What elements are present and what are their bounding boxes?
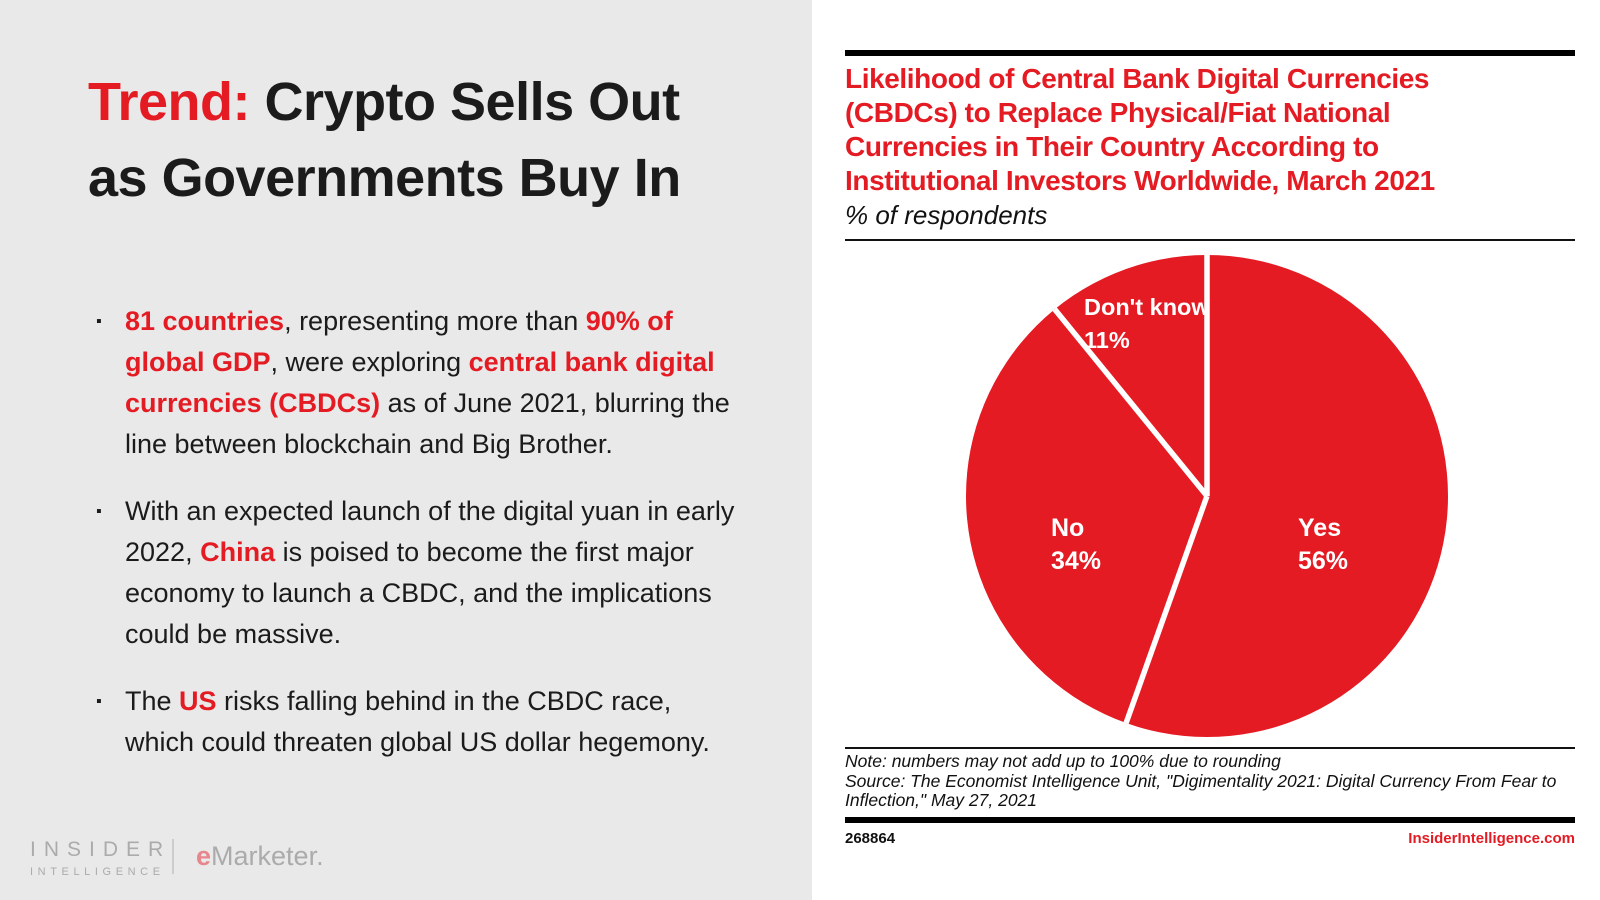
chart-bottom-rule xyxy=(845,817,1575,823)
highlight-text: Trend: xyxy=(88,72,251,132)
plain-text: risks falling behind in the CBDC race, w… xyxy=(125,686,710,757)
slide-title-line: as Governments Buy In xyxy=(88,140,768,216)
plain-text: The xyxy=(125,686,180,716)
bullet-text: The US risks falling behind in the CBDC … xyxy=(125,681,741,763)
plain-text: With an expected launch of the digital y… xyxy=(125,496,735,567)
chart-footer-rule xyxy=(845,747,1575,749)
highlight-text: China xyxy=(200,537,276,567)
chart-note-block: Note: numbers may not add up to 100% due… xyxy=(845,751,1579,811)
chart-top-rule xyxy=(845,50,1575,56)
highlight-text: 90% of global GDP xyxy=(125,306,673,377)
plain-text: Crypto Sells Out xyxy=(250,72,681,132)
pie-chart: Yes 56% No 34% Don't know 11% xyxy=(966,255,1448,737)
plain-text: as Governments Buy In xyxy=(88,148,681,208)
emarketer-text: Marketer. xyxy=(211,841,324,871)
plain-text: as of June 2021, blurring the line betwe… xyxy=(125,388,730,459)
chart-title: Likelihood of Central Bank Digital Curre… xyxy=(845,63,1435,196)
bullet-text: With an expected launch of the digital y… xyxy=(125,491,741,655)
highlight-text: 81 countries xyxy=(125,306,285,336)
logo-line-insider: INSIDER xyxy=(30,838,172,861)
chart-subtitle: % of respondents xyxy=(845,200,1048,230)
bullet-item: ▪ The US risks falling behind in the CBDC… xyxy=(96,681,748,763)
pie-slice-divider xyxy=(1052,307,1210,498)
note-text: Note: numbers may not add up to 100% due… xyxy=(845,751,1281,771)
insider-intelligence-logo: INSIDER INTELLIGENCE xyxy=(30,838,171,878)
bullet-text: 81 countries, representing more than 90%… xyxy=(125,301,741,465)
bullet-square-icon: ▪ xyxy=(96,693,102,710)
chart-id: 268864 xyxy=(845,830,896,847)
website-label: InsiderIntelligence.com xyxy=(1408,830,1575,847)
pie-slice-label: Yes 56% xyxy=(1298,514,1348,575)
highlight-text: US xyxy=(179,686,217,716)
logo-divider xyxy=(172,839,174,874)
pie-slice-label: Don't know 11% xyxy=(1084,294,1210,353)
bullet-list: ▪ 81 countries, representing more than 90… xyxy=(96,301,748,789)
source-text: Source: The Economist Intelligence Unit,… xyxy=(845,770,1557,810)
chart-card: Likelihood of Central Bank Digital Curre… xyxy=(812,0,1600,900)
slide-title-line: Trend: Crypto Sells Out xyxy=(88,64,768,140)
emarketer-e: e xyxy=(196,841,212,871)
highlight-text: central bank digital currencies (CBDCs) xyxy=(125,347,715,418)
pie-slice-label: No 34% xyxy=(1051,514,1101,575)
emarketer-logo: eMarketer. xyxy=(196,841,324,872)
plain-text: , representing more than xyxy=(284,306,586,336)
chart-header-rule xyxy=(845,239,1575,241)
plain-text: is poised to become the first major econ… xyxy=(125,537,712,649)
slide-title: Trend: Crypto Sells Out as Governments Bu… xyxy=(88,64,768,216)
bullet-item: ▪ 81 countries, representing more than 90… xyxy=(96,301,748,465)
plain-text: , were exploring xyxy=(270,347,469,377)
bullet-item: ▪ With an expected launch of the digital … xyxy=(96,491,748,655)
pie-slice-divider xyxy=(1123,495,1210,724)
bullet-square-icon: ▪ xyxy=(96,313,102,330)
bullet-square-icon: ▪ xyxy=(96,503,102,520)
logo-line-intelligence: INTELLIGENCE xyxy=(30,866,165,878)
